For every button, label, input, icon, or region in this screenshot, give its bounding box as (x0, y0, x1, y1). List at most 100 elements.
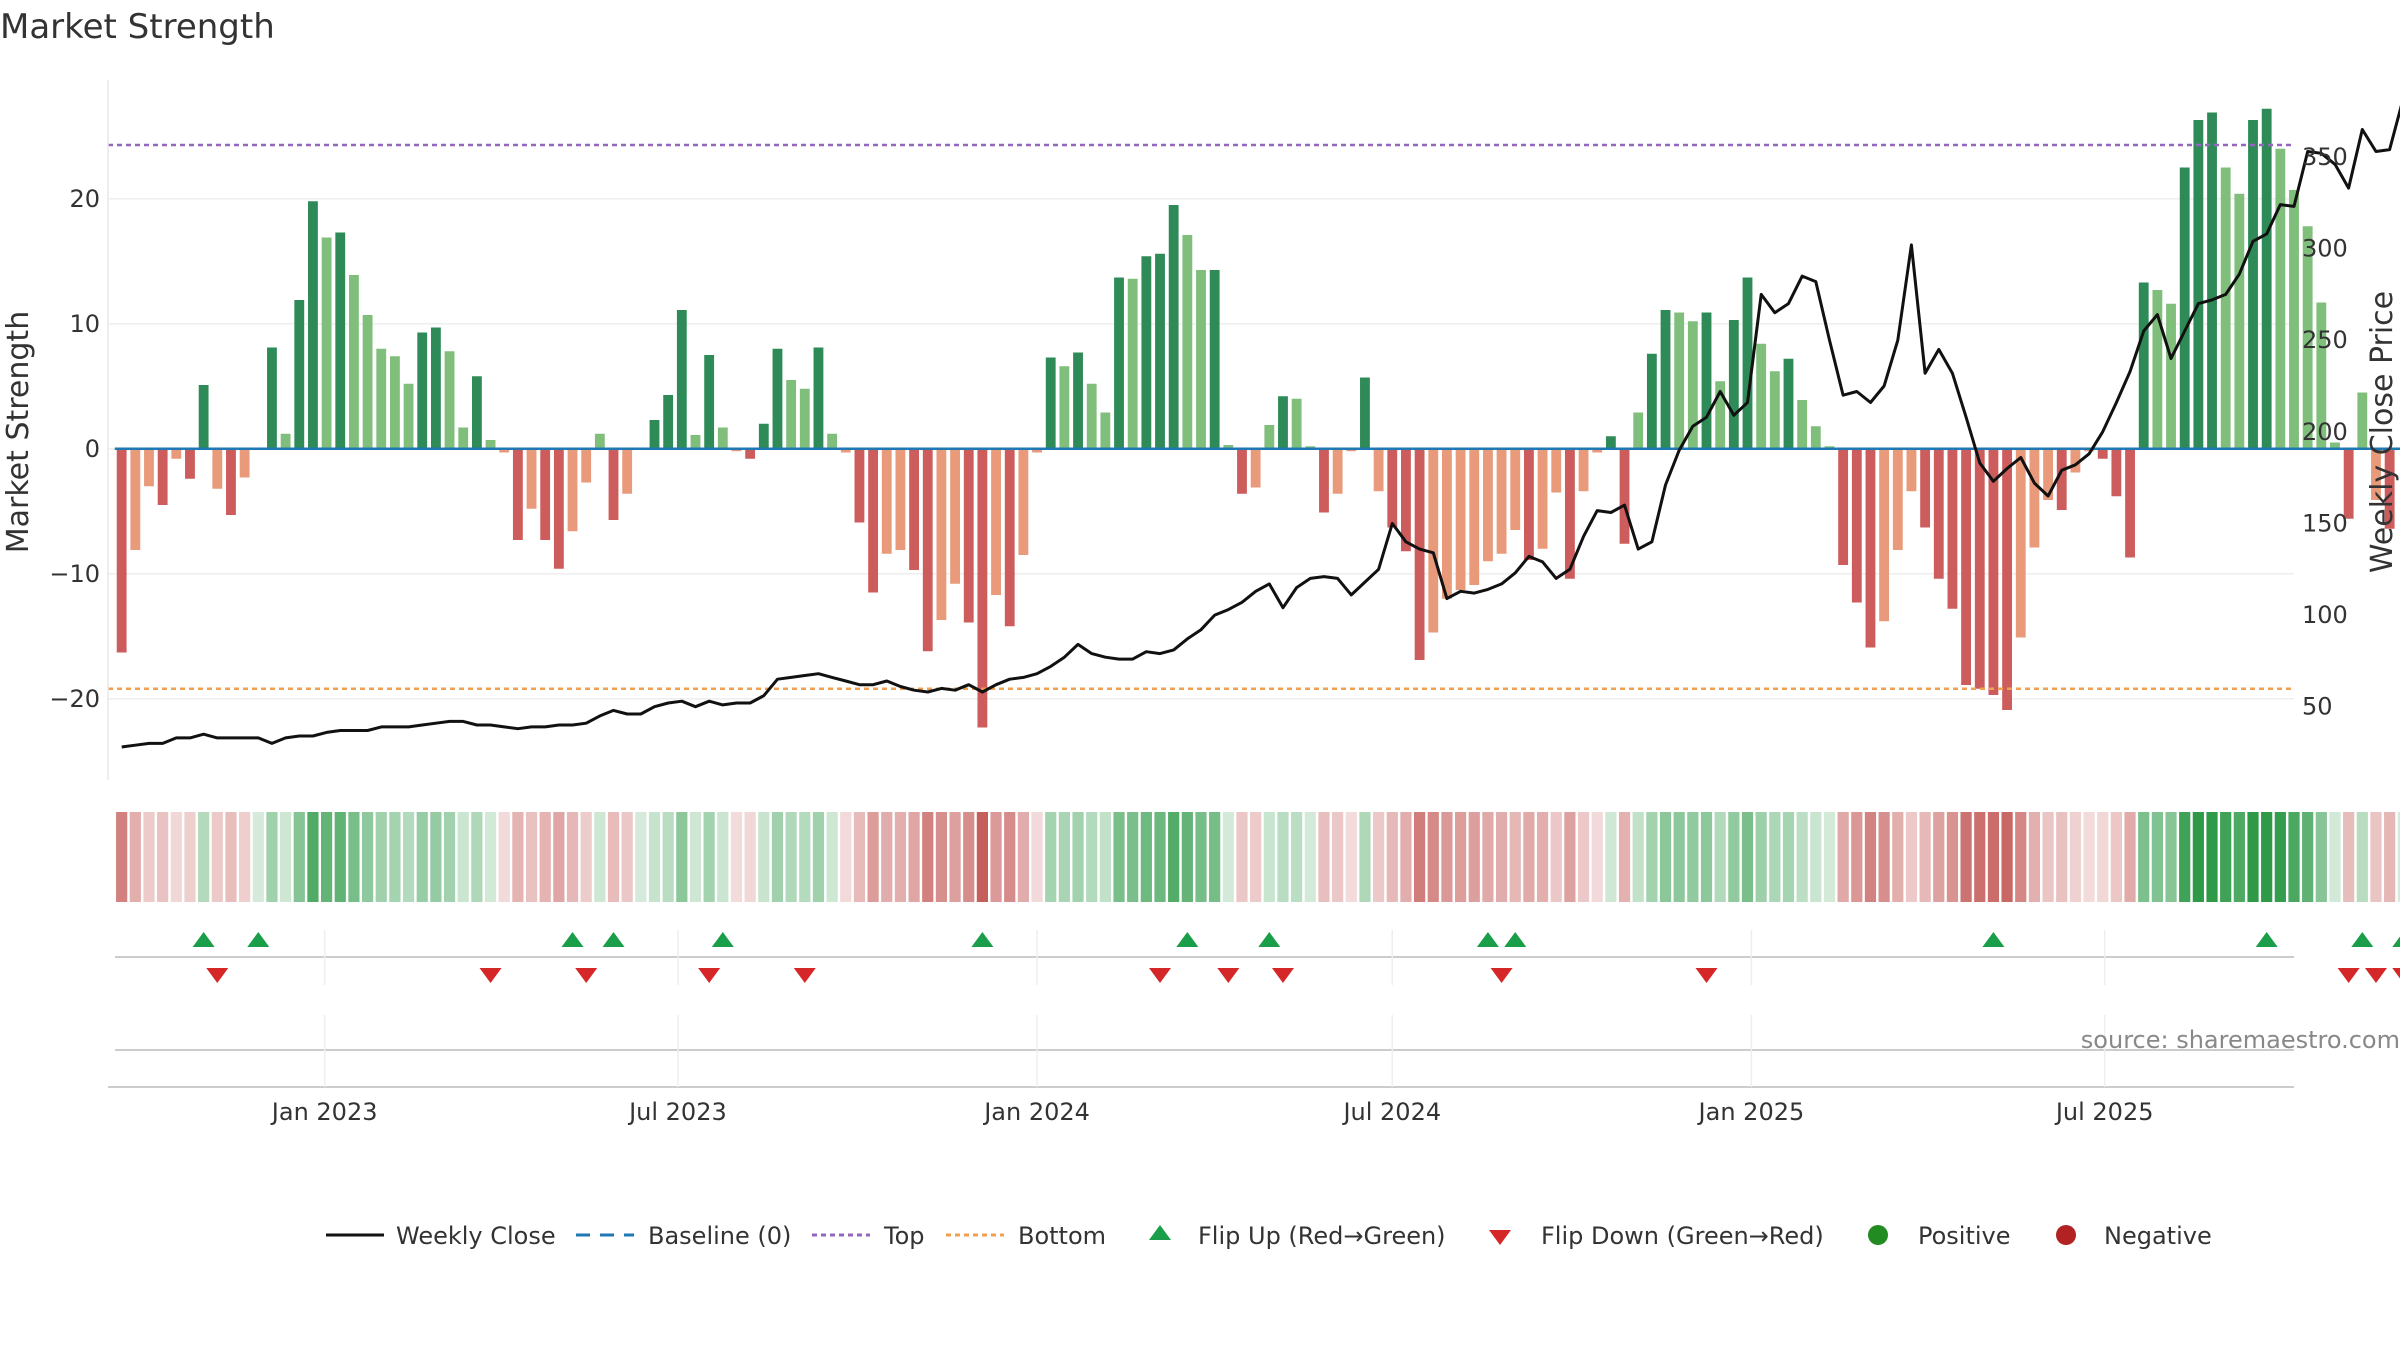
strip-cell (1113, 812, 1125, 902)
strength-bar (2357, 392, 2368, 449)
flip-markers (115, 932, 2400, 983)
strength-bar (1141, 256, 1152, 449)
strength-bar (1797, 400, 1808, 449)
flip-up-marker (2351, 932, 2374, 947)
y-tick-label: 20 (69, 185, 100, 213)
strength-bar (1237, 448, 1247, 494)
strip-cell (758, 812, 770, 902)
weekly-close-line (121, 104, 2400, 749)
strip-cell (607, 812, 620, 902)
strip-cell (1714, 812, 1726, 902)
strength-bar (622, 448, 633, 494)
x-axis: Jan 2023 Jul 2023 Jan 2024 Jul 2024 Jan 2025… (108, 930, 2294, 1126)
legend-item: Baseline (0) (576, 1222, 791, 1250)
strength-bar (1004, 448, 1015, 627)
strength-bar (2330, 442, 2340, 449)
strip-cell (1864, 812, 1877, 902)
strip-cell (1946, 812, 1959, 902)
flip-down-marker (2337, 968, 2360, 983)
strip-cell (2179, 812, 2191, 902)
legend-item: Weekly Close (326, 1222, 556, 1250)
strip-cell (1564, 812, 1576, 902)
strength-bar (1851, 448, 1862, 603)
strip-cell (225, 812, 237, 902)
strip-cell (184, 812, 196, 902)
strength-bar (2138, 282, 2149, 449)
strip-cell (785, 812, 797, 902)
strip-cell (334, 812, 346, 902)
legend-label: Flip Up (Red→Green) (1198, 1222, 1446, 1250)
legend-item: Bottom (946, 1222, 1106, 1250)
strip-cell (2261, 812, 2273, 902)
strip-cell (252, 812, 264, 902)
strength-bar (786, 380, 797, 449)
y-tick-label: 10 (69, 310, 100, 338)
strip-cell (471, 812, 483, 902)
strip-cell (348, 812, 360, 902)
legend-label: Flip Down (Green→Red) (1541, 1222, 1824, 1250)
strength-bar (1947, 448, 1958, 609)
strength-bar (1086, 383, 1097, 449)
strength-bar (1865, 448, 1876, 648)
strip-cell (881, 812, 893, 902)
strength-bar (1510, 448, 1521, 530)
strength-bar (144, 448, 154, 487)
strip-cell (1250, 812, 1262, 902)
strength-bar (1537, 448, 1548, 549)
strip-cell (443, 812, 456, 902)
strip-cell (689, 812, 702, 902)
strip-cell (990, 812, 1002, 902)
strip-cell (198, 812, 210, 902)
strip-cell (1632, 812, 1644, 902)
strip-cell (1427, 812, 1439, 902)
strength-bar (471, 376, 482, 449)
strength-bar (1155, 253, 1165, 449)
y2-tick-label: 250 (2302, 326, 2348, 354)
flip-down-marker (206, 968, 229, 983)
strength-bar (1373, 448, 1384, 492)
strength-bar (581, 448, 592, 483)
flip-down-marker (1217, 968, 1240, 983)
strip-cell (1646, 812, 1658, 902)
flip-up-marker (602, 932, 625, 947)
strength-bar (157, 448, 168, 505)
flip-down-marker (575, 968, 598, 983)
strip-cell (812, 812, 825, 902)
strength-bar (1687, 321, 1698, 449)
strength-bar (758, 423, 769, 449)
strength-bar (2111, 448, 2122, 497)
strength-bar (308, 201, 318, 449)
strength-bar (1646, 353, 1657, 449)
flip-up-marker (561, 932, 584, 947)
strength-bar (1401, 448, 1411, 552)
strip-cell (1359, 812, 1371, 902)
strength-bar (2316, 302, 2327, 449)
strength-bar (745, 448, 756, 459)
legend: Weekly Close Baseline (0) Top Bottom Flip Up… (326, 1222, 2212, 1250)
strip-cell (1536, 812, 1549, 902)
strip-cell (2192, 812, 2204, 902)
strength-bar (376, 348, 387, 449)
strength-bar (1428, 448, 1439, 633)
strength-bar (2070, 448, 2081, 473)
flip-up-marker (971, 932, 994, 947)
flip-up-marker (1476, 932, 1499, 947)
strength-bar (417, 332, 428, 449)
strip-cell (2233, 812, 2245, 902)
strength-bar (2125, 448, 2135, 558)
strength-bar (950, 448, 960, 584)
strip-cell (2042, 812, 2054, 902)
strength-bar (594, 433, 605, 449)
strip-cell (1823, 812, 1836, 902)
strip-cell (1454, 812, 1467, 902)
strength-bar (2056, 448, 2067, 510)
strip-cell (1495, 812, 1508, 902)
strip-cell (1072, 812, 1084, 902)
strength-bar (1523, 448, 1534, 560)
strip-cell (648, 812, 661, 902)
strength-bar (540, 448, 551, 540)
strip-cell (2097, 812, 2109, 902)
strip-cell (840, 812, 852, 902)
strength-bar (485, 440, 496, 449)
flip-up-marker (1504, 932, 1527, 947)
